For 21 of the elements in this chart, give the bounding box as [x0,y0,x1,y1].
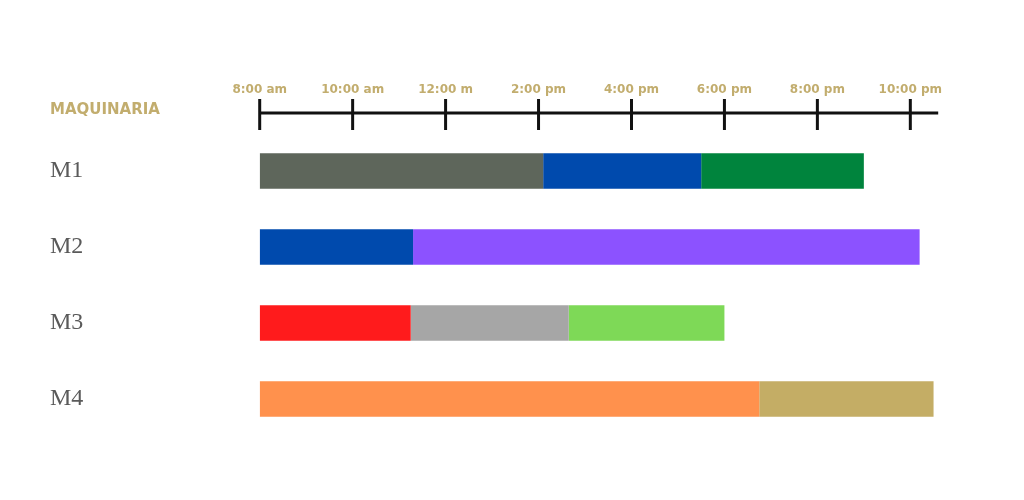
y-tick-label: M2 [50,232,84,259]
y-tick-label: M1 [50,156,84,183]
x-tick-label: 2:00 pm [510,81,567,96]
y-axis-title: MAQUINARIA [50,99,161,118]
x-tick-label: 10:00 pm [878,81,943,96]
y-tick-label: M4 [50,384,84,411]
bar [259,153,544,189]
x-tick-label: 10:00 am [321,81,385,96]
x-tick-label: 8:00 pm [789,81,845,96]
bar [410,305,569,341]
y-tick-label: M3 [50,308,84,335]
bar [701,153,864,189]
x-tick-label: 4:00 pm [603,81,660,96]
x-tick-label: 12:00 m [418,81,474,96]
bar [759,381,934,417]
bar [259,381,760,417]
x-tick-label: 6:00 pm [696,81,752,96]
bar [568,305,725,341]
bar [413,229,920,265]
x-tick-label: 8:00 am [232,81,288,96]
bar [259,305,411,341]
